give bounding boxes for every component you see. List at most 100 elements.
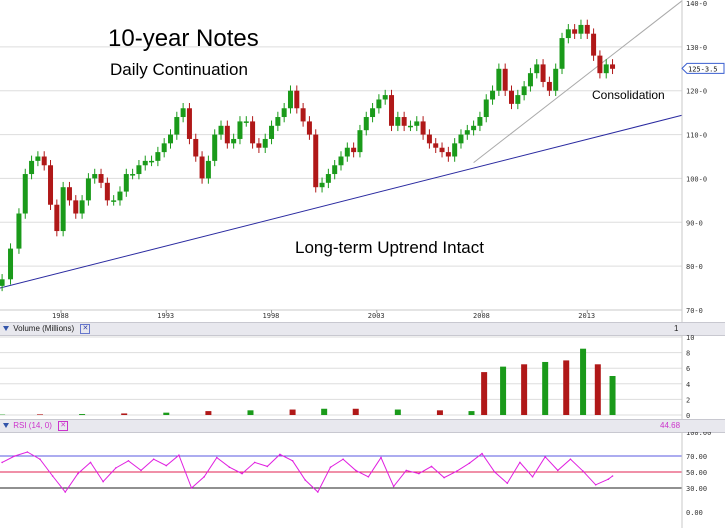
rsi-point bbox=[493, 471, 496, 473]
rsi-point bbox=[481, 452, 483, 455]
volume-chart[interactable]: 0 2 4 6 8 10 bbox=[0, 335, 725, 419]
rsi-point bbox=[582, 470, 584, 472]
volume-tick-label: 4 bbox=[686, 381, 690, 389]
rsi-tick-label: 70.00 bbox=[686, 453, 707, 461]
collapse-triangle-icon[interactable] bbox=[3, 326, 9, 332]
rsi-point bbox=[1, 461, 3, 464]
price-candle bbox=[193, 138, 199, 157]
rsi-point bbox=[279, 453, 281, 456]
price-tick-label: 70-0 bbox=[686, 307, 703, 315]
rsi-point bbox=[241, 472, 243, 475]
rsi-point bbox=[569, 458, 572, 460]
price-candle bbox=[8, 248, 14, 280]
price-tick-label: 140-0 bbox=[686, 0, 707, 8]
price-candle bbox=[66, 187, 72, 201]
last-price-label: 125-3.5 bbox=[688, 65, 718, 73]
price-candle bbox=[250, 121, 256, 144]
rsi-point bbox=[140, 469, 142, 472]
price-tick-label: 80-0 bbox=[686, 263, 703, 271]
annotation-uptrend: Long-term Uptrend Intact bbox=[295, 238, 484, 257]
volume-bar bbox=[521, 364, 528, 415]
close-volume-pane-icon[interactable]: ✕ bbox=[80, 323, 91, 334]
price-candle bbox=[98, 174, 104, 183]
chart-title: 10-year Notes bbox=[108, 25, 259, 52]
price-candle bbox=[117, 191, 123, 201]
rsi-point bbox=[190, 487, 193, 489]
short-term-trendline bbox=[473, 0, 683, 164]
volume-bar bbox=[563, 360, 570, 415]
price-candle bbox=[420, 121, 426, 135]
price-candle bbox=[540, 64, 546, 82]
price-candle bbox=[60, 187, 66, 232]
rsi-point bbox=[531, 476, 534, 478]
price-candle bbox=[458, 134, 464, 144]
annotation-consolidation: Consolidation bbox=[592, 88, 665, 102]
price-candle bbox=[565, 29, 571, 39]
price-candle bbox=[490, 90, 496, 100]
rsi-point bbox=[89, 461, 92, 464]
time-tick-label: 1993 bbox=[157, 312, 174, 320]
rsi-tick-label: 50.00 bbox=[686, 469, 707, 477]
price-candle bbox=[205, 160, 211, 179]
rsi-point bbox=[468, 462, 471, 464]
price-candle bbox=[401, 117, 407, 126]
rsi-point bbox=[114, 467, 117, 469]
price-chart[interactable]: 70-0 80-0 90-0 100-0 110-0 120-0 130-0 140-0 198… bbox=[0, 0, 725, 322]
price-tick-label: 110-0 bbox=[686, 132, 707, 140]
price-candle bbox=[578, 24, 584, 34]
rsi-point bbox=[165, 464, 168, 467]
price-candle bbox=[79, 200, 85, 214]
price-candle bbox=[224, 125, 230, 144]
price-candle bbox=[186, 108, 192, 139]
price-candle bbox=[502, 68, 508, 91]
price-candle bbox=[73, 200, 79, 214]
volume-bar bbox=[394, 409, 401, 415]
rsi-point bbox=[13, 455, 16, 457]
rsi-point bbox=[77, 472, 79, 475]
price-candle bbox=[332, 165, 338, 175]
rsi-point bbox=[291, 460, 294, 462]
price-candle bbox=[199, 156, 205, 179]
rsi-tick-label: 100.00 bbox=[686, 432, 711, 437]
close-rsi-pane-icon[interactable]: ✕ bbox=[58, 420, 69, 431]
rsi-chart[interactable]: 0.00 30.00 50.00 70.00 100.00 bbox=[0, 432, 725, 528]
last-price-tag: 125-3.5 bbox=[681, 62, 725, 74]
price-candle bbox=[130, 174, 136, 176]
price-tick-label: 90-0 bbox=[686, 219, 703, 227]
price-candle bbox=[149, 160, 155, 163]
volume-scale-badge: 1 bbox=[674, 324, 679, 333]
time-tick-label: 1998 bbox=[263, 312, 280, 320]
price-candle bbox=[269, 125, 275, 139]
price-candle bbox=[136, 165, 142, 175]
price-candle bbox=[509, 90, 514, 104]
rsi-point bbox=[64, 491, 67, 493]
price-candle bbox=[294, 90, 300, 109]
price-candle bbox=[35, 156, 41, 161]
rsi-last-value: 44.68 bbox=[660, 421, 681, 430]
rsi-point bbox=[418, 472, 420, 475]
rsi-point bbox=[317, 491, 319, 493]
price-candle bbox=[376, 99, 382, 109]
price-candle bbox=[85, 178, 91, 201]
volume-bar bbox=[468, 411, 475, 415]
price-tick-label: 130-0 bbox=[686, 44, 707, 52]
rsi-point bbox=[39, 458, 41, 460]
rsi-point bbox=[430, 465, 433, 468]
price-candle bbox=[300, 108, 306, 122]
rsi-point bbox=[178, 454, 180, 456]
price-candle bbox=[603, 64, 609, 74]
price-candle bbox=[471, 125, 477, 131]
long-term-trendline bbox=[0, 114, 683, 289]
price-candle bbox=[16, 213, 22, 249]
rsi-point bbox=[607, 478, 610, 480]
price-candle bbox=[610, 64, 616, 69]
volume-bar bbox=[594, 364, 601, 415]
time-tick-label: 2013 bbox=[578, 312, 595, 320]
collapse-triangle-icon[interactable] bbox=[3, 423, 9, 429]
rsi-point bbox=[594, 484, 597, 486]
price-candle bbox=[496, 68, 502, 91]
volume-bar bbox=[352, 408, 359, 415]
price-candle bbox=[319, 182, 325, 188]
volume-pane-title: Volume (Millions) bbox=[13, 324, 75, 333]
volume-bar bbox=[500, 366, 507, 415]
